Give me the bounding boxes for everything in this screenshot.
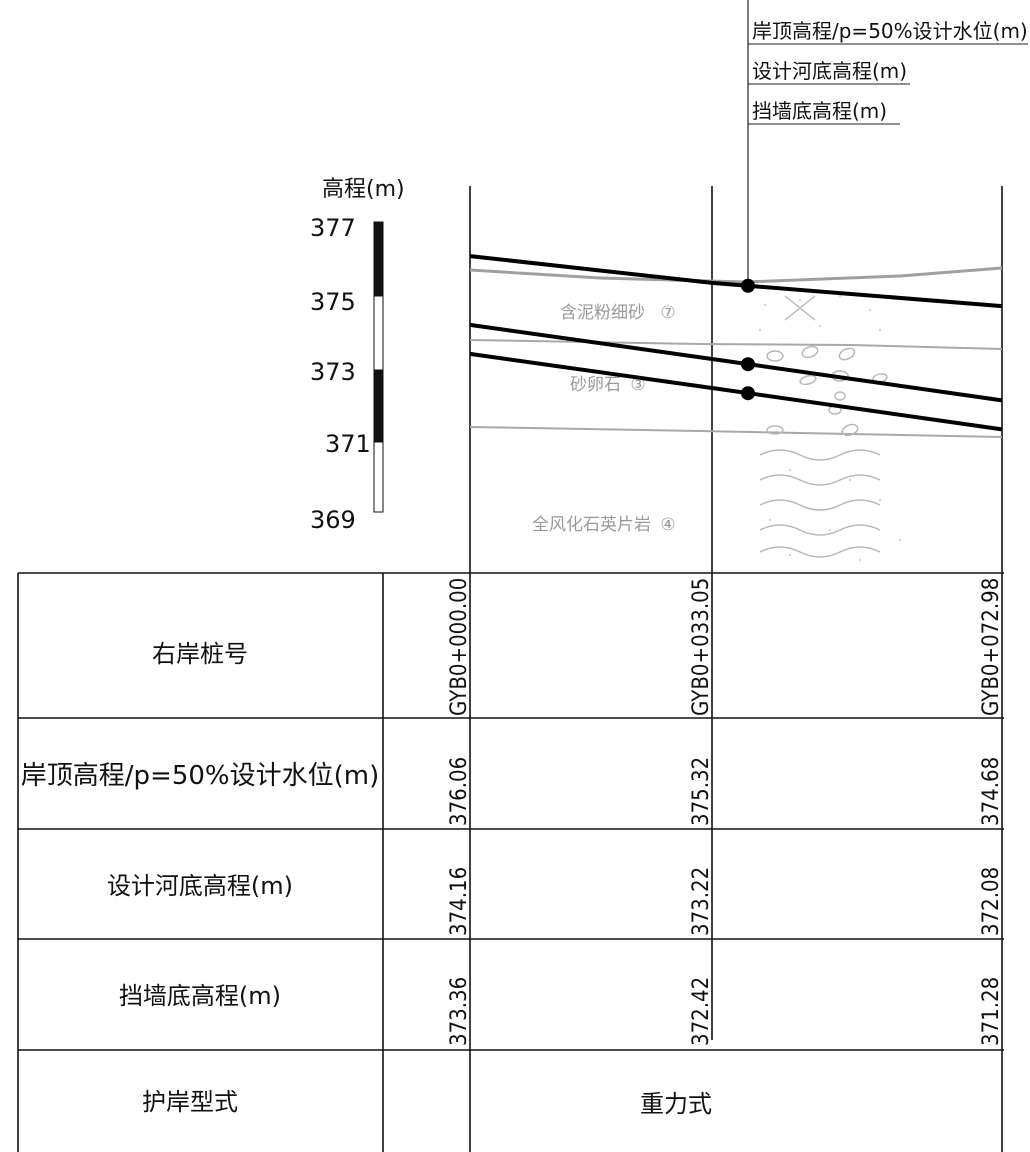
wall-bottom-line-marker <box>741 386 755 401</box>
row-label-bank-top: 岸顶高程/p=50%设计水位(m) <box>21 761 379 791</box>
river-bottom-1: 374.16 <box>447 867 472 936</box>
revetment-type-value: 重力式 <box>640 1090 712 1118</box>
elevation-tick-373: 373 <box>310 358 356 386</box>
wall-bottom-3: 371.28 <box>979 977 1004 1046</box>
geology-profile: 含泥粉细砂 ⑦ 砂卵石 ③ 全风化石英片岩 ④ <box>469 186 1003 1152</box>
sand-texture <box>759 295 901 561</box>
station-1: GYB0+000.00 <box>447 578 472 716</box>
river-bottom-2: 373.22 <box>689 867 714 936</box>
river-bottom-3: 372.08 <box>979 867 1004 936</box>
layer-schist-number: ④ <box>660 515 675 535</box>
data-table: 右岸桩号 岸顶高程/p=50%设计水位(m) 设计河底高程(m) 挡墙底高程(m… <box>17 572 1004 1152</box>
elevation-tick-369: 369 <box>310 506 356 534</box>
river-bottom-line <box>469 322 1003 403</box>
elevation-scale: 高程(m) 377 375 373 371 369 <box>310 177 405 534</box>
row-label-wall-bottom: 挡墙底高程(m) <box>119 982 281 1010</box>
bank-top-1: 376.06 <box>447 757 472 826</box>
station-3: GYB0+072.98 <box>979 578 1004 716</box>
schist-texture <box>759 449 881 558</box>
bank-top-line-marker <box>741 278 755 293</box>
elevation-axis-title: 高程(m) <box>322 177 405 202</box>
layer-fine-sand-name: 含泥粉细砂 <box>560 303 645 323</box>
row-label-station: 右岸桩号 <box>152 640 248 668</box>
design-lines <box>469 254 1003 432</box>
bank-top-3: 374.68 <box>979 757 1004 826</box>
legend-bank-top: 岸顶高程/p=50%设计水位(m) <box>752 19 1028 43</box>
layer-fine-sand-number: ⑦ <box>660 303 675 323</box>
layer-schist-name: 全风化石英片岩 <box>532 515 651 535</box>
wall-bottom-1: 373.36 <box>447 977 472 1046</box>
elevation-tick-375: 375 <box>310 288 356 316</box>
wall-bottom-2: 372.42 <box>689 977 714 1046</box>
elevation-tick-377: 377 <box>310 214 356 242</box>
bank-top-line <box>469 254 1003 309</box>
legend-wall-bottom: 挡墙底高程(m) <box>752 99 887 123</box>
wall-bottom-line <box>469 351 1003 432</box>
layer-fine-sand-label: 含泥粉细砂 ⑦ <box>560 303 676 323</box>
legend: 岸顶高程/p=50%设计水位(m) 设计河底高程(m) 挡墙底高程(m) <box>747 0 1028 290</box>
gravel-symbols <box>766 345 888 437</box>
layer-gravel-name: 砂卵石 <box>570 375 621 395</box>
row-label-river-bottom: 设计河底高程(m) <box>107 872 293 900</box>
elevation-tick-371: 371 <box>325 430 371 458</box>
legend-river-bottom: 设计河底高程(m) <box>752 59 907 83</box>
x-mark <box>784 295 816 321</box>
river-bottom-line-marker <box>741 357 755 372</box>
row-label-revetment-type: 护岸型式 <box>142 1088 238 1116</box>
bank-top-2: 375.32 <box>689 757 714 826</box>
layer-schist-label: 全风化石英片岩 ④ <box>532 515 676 535</box>
station-2: GYB0+033.05 <box>689 578 714 716</box>
